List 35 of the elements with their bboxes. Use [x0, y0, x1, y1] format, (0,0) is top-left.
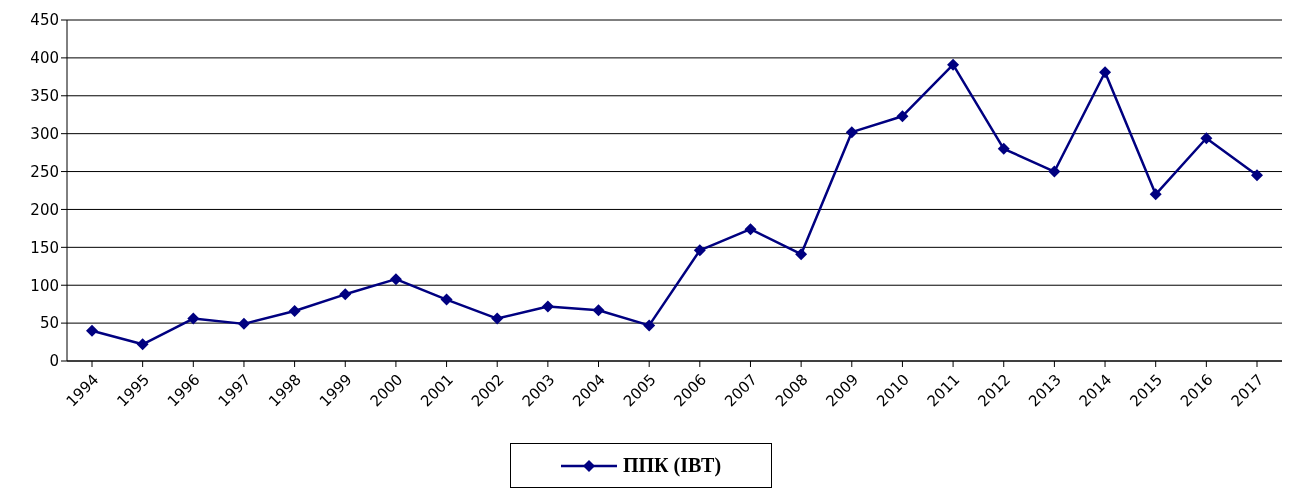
point	[288, 304, 301, 317]
y-tick-label: 300	[30, 124, 59, 143]
point	[1048, 165, 1061, 178]
y-tick-label: 350	[30, 87, 59, 106]
y-tick-label: 400	[30, 49, 59, 68]
y-tick-label: 200	[30, 200, 59, 219]
point	[845, 126, 858, 139]
point	[1200, 132, 1213, 145]
point	[592, 304, 605, 317]
point	[491, 312, 504, 325]
point	[1099, 66, 1112, 79]
point	[1149, 188, 1162, 201]
point	[693, 244, 706, 257]
point	[997, 142, 1010, 155]
point	[896, 110, 909, 123]
point	[86, 324, 98, 337]
point	[795, 248, 808, 261]
point	[136, 338, 149, 351]
point	[643, 319, 656, 332]
y-tick-label: 100	[30, 276, 59, 295]
point	[339, 288, 352, 301]
point	[744, 223, 757, 236]
point	[440, 293, 453, 306]
y-tick-label: 250	[30, 162, 59, 181]
point	[237, 317, 250, 330]
y-tick-label: 150	[30, 238, 59, 257]
y-tick-label: 450	[30, 11, 59, 30]
y-tick-label: 50	[39, 314, 59, 333]
legend-label: ППК (ІВТ)	[622, 454, 722, 477]
y-tick-label: 0	[49, 352, 59, 371]
point	[1251, 169, 1263, 182]
point	[389, 273, 402, 286]
point	[947, 58, 960, 71]
point	[541, 300, 554, 313]
point	[187, 312, 200, 325]
